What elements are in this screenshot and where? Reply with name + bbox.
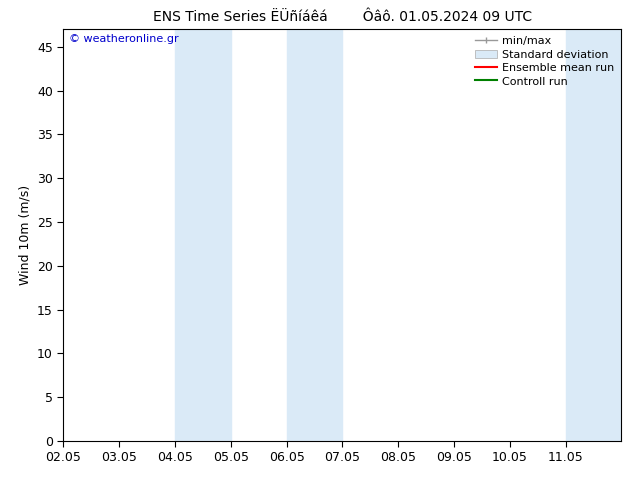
Bar bbox=[287, 29, 342, 441]
Title: ENS Time Series ËÜñíáêá        Ôâô. 01.05.2024 09 UTC: ENS Time Series ËÜñíáêá Ôâô. 01.05.2024 … bbox=[153, 10, 532, 24]
Bar bbox=[175, 29, 231, 441]
Legend: min/max, Standard deviation, Ensemble mean run, Controll run: min/max, Standard deviation, Ensemble me… bbox=[470, 32, 619, 91]
Bar bbox=[566, 29, 621, 441]
Y-axis label: Wind 10m (m/s): Wind 10m (m/s) bbox=[18, 185, 32, 285]
Text: © weatheronline.gr: © weatheronline.gr bbox=[69, 33, 179, 44]
